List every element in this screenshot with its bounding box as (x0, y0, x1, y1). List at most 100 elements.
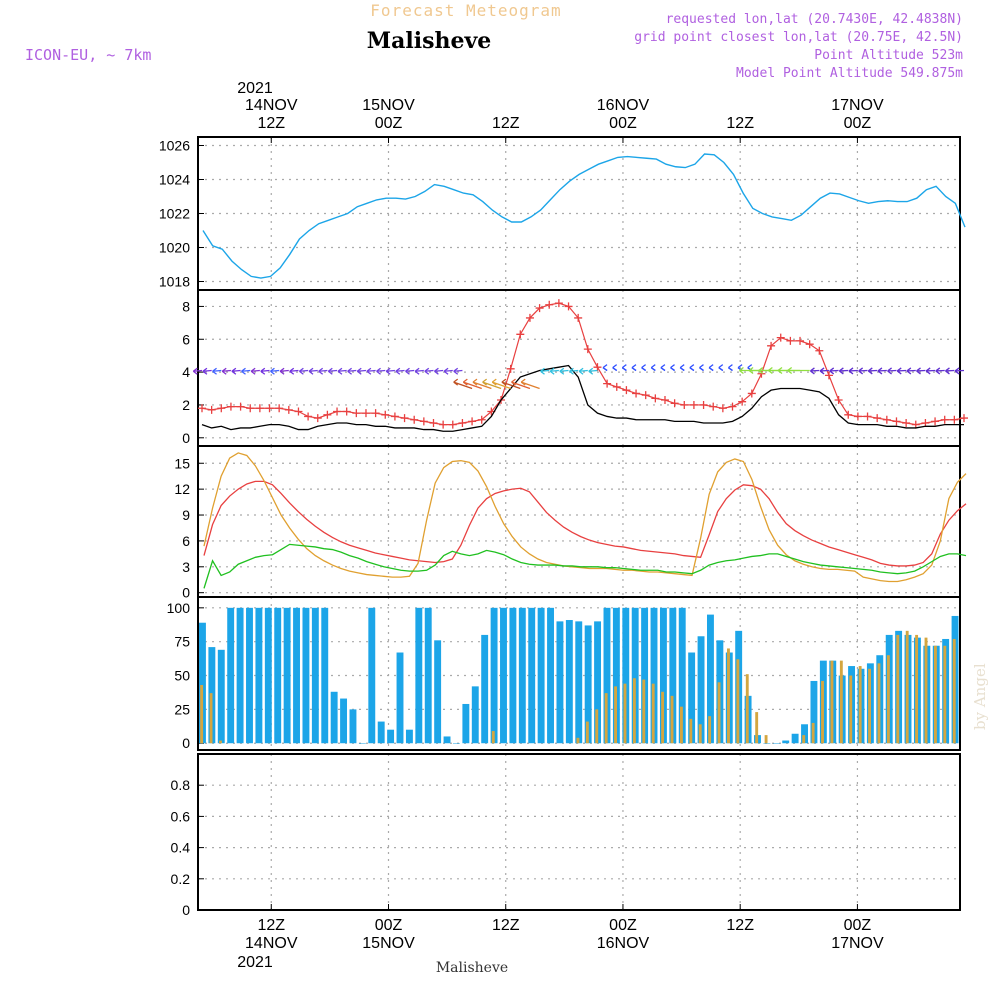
low-cloud-bar (736, 659, 740, 744)
wind-arrowhead (501, 378, 507, 386)
ytick-label-clouds: 100 (167, 600, 191, 616)
wind-arrowhead (819, 367, 825, 375)
low-cloud-bar (811, 722, 815, 744)
low-cloud-bar (604, 693, 608, 744)
low-cloud-bar (614, 686, 618, 744)
dewpt-line (203, 543, 967, 589)
wind-arrow (559, 369, 569, 372)
bottom-hour-label: 00Z (609, 917, 637, 934)
wind-arrowhead (405, 367, 410, 375)
ytick-label-temperature: 6 (182, 533, 190, 549)
ytick-label-pressure: 1020 (159, 240, 190, 256)
total-cloud-bar (236, 607, 244, 744)
gust-marker (786, 336, 795, 345)
low-cloud-bar (933, 645, 937, 744)
wind-arrow (395, 369, 405, 372)
gust-marker (545, 300, 554, 309)
low-cloud-bar (821, 680, 824, 744)
top-date-label: 15NOV (362, 97, 415, 114)
wind-arrowhead (588, 367, 594, 375)
gust-marker (333, 407, 342, 416)
wind-arrow (434, 369, 444, 372)
gust-marker (738, 397, 747, 406)
wind-arrowhead (689, 364, 695, 372)
gust-marker (863, 412, 872, 421)
total-cloud-bar (641, 607, 649, 744)
wind-arrowhead (650, 364, 656, 372)
wind-arrowhead (631, 364, 637, 372)
gust-marker (371, 409, 380, 418)
wind-arrow (347, 369, 357, 372)
ytick-label-temperature: 0 (182, 585, 190, 601)
low-cloud-bar (849, 675, 853, 744)
wind-arrowhead (221, 367, 227, 375)
low-cloud-bar (764, 735, 768, 744)
gust-marker (902, 419, 911, 428)
low-cloud-bar (839, 660, 843, 744)
wind-arrowhead (708, 364, 714, 372)
low-cloud-bar (585, 721, 589, 744)
total-cloud-bar (255, 607, 263, 744)
gust-marker (699, 400, 708, 409)
wind-arrowhead (540, 367, 545, 375)
wind-arrowhead (887, 367, 892, 375)
wind-arrowhead (758, 366, 764, 374)
wind-arrowhead (718, 364, 724, 372)
low-cloud-bar (670, 695, 674, 744)
total-cloud-bar (246, 607, 253, 744)
wind-arrow (299, 369, 309, 372)
gust-marker (651, 394, 660, 403)
total-cloud-bar (490, 607, 498, 744)
low-cloud-bar (830, 660, 834, 744)
ytick-label-clouds: 25 (174, 701, 190, 717)
total-cloud-bar (565, 620, 573, 744)
wind-arrow (376, 369, 386, 372)
wind-arrowhead (787, 366, 793, 374)
gust-marker (632, 389, 641, 398)
low-cloud-bar (896, 634, 900, 744)
wind-arrow (424, 369, 434, 372)
gust-marker (815, 346, 824, 355)
top-date-label: 17NOV (831, 97, 884, 114)
wind-arrow (357, 369, 367, 372)
total-cloud-bar (678, 607, 686, 744)
gust-marker (294, 407, 303, 416)
wind-arrowhead (376, 367, 381, 375)
top-year: 2021 (237, 80, 273, 97)
wind-arrowhead (810, 367, 815, 375)
gust-marker (882, 415, 891, 424)
wind-arrow (366, 369, 376, 372)
wind-arrowhead (954, 367, 960, 375)
ytick-label-wind: 2 (182, 397, 190, 413)
top-date-label: 16NOV (597, 97, 650, 114)
total-cloud-bar (405, 729, 413, 744)
wind-arrowhead (670, 364, 675, 372)
total-cloud-bar (801, 724, 808, 744)
wind-arrowhead (250, 367, 256, 375)
wind-arrowhead (559, 367, 565, 375)
total-cloud-bar (424, 607, 432, 744)
wind-arrow (501, 381, 521, 390)
low-cloud-bar (651, 683, 655, 744)
gust-line (201, 302, 965, 426)
wind-arrow (569, 369, 579, 372)
total-cloud-bar (707, 614, 714, 744)
wind-arrowhead (318, 367, 324, 375)
wind-arrowhead (270, 367, 275, 375)
low-cloud-bar (924, 637, 928, 744)
gust-marker (728, 402, 737, 411)
gust-marker (583, 345, 592, 354)
total-cloud-bar (763, 743, 771, 744)
wind-arrow (405, 369, 415, 372)
wind-arrowhead (520, 378, 526, 386)
gust-marker (535, 304, 544, 313)
wind-arrowhead (347, 367, 352, 375)
total-cloud-bar (283, 607, 291, 744)
low-cloud-bar (886, 655, 890, 744)
total-cloud-bar (782, 740, 790, 744)
gust-marker (853, 412, 862, 421)
total-cloud-bar (302, 607, 310, 744)
wind-arrowhead (767, 366, 773, 374)
model-label: ICON-EU, ~ 7km (25, 46, 151, 64)
wind-arrowhead (289, 367, 295, 375)
